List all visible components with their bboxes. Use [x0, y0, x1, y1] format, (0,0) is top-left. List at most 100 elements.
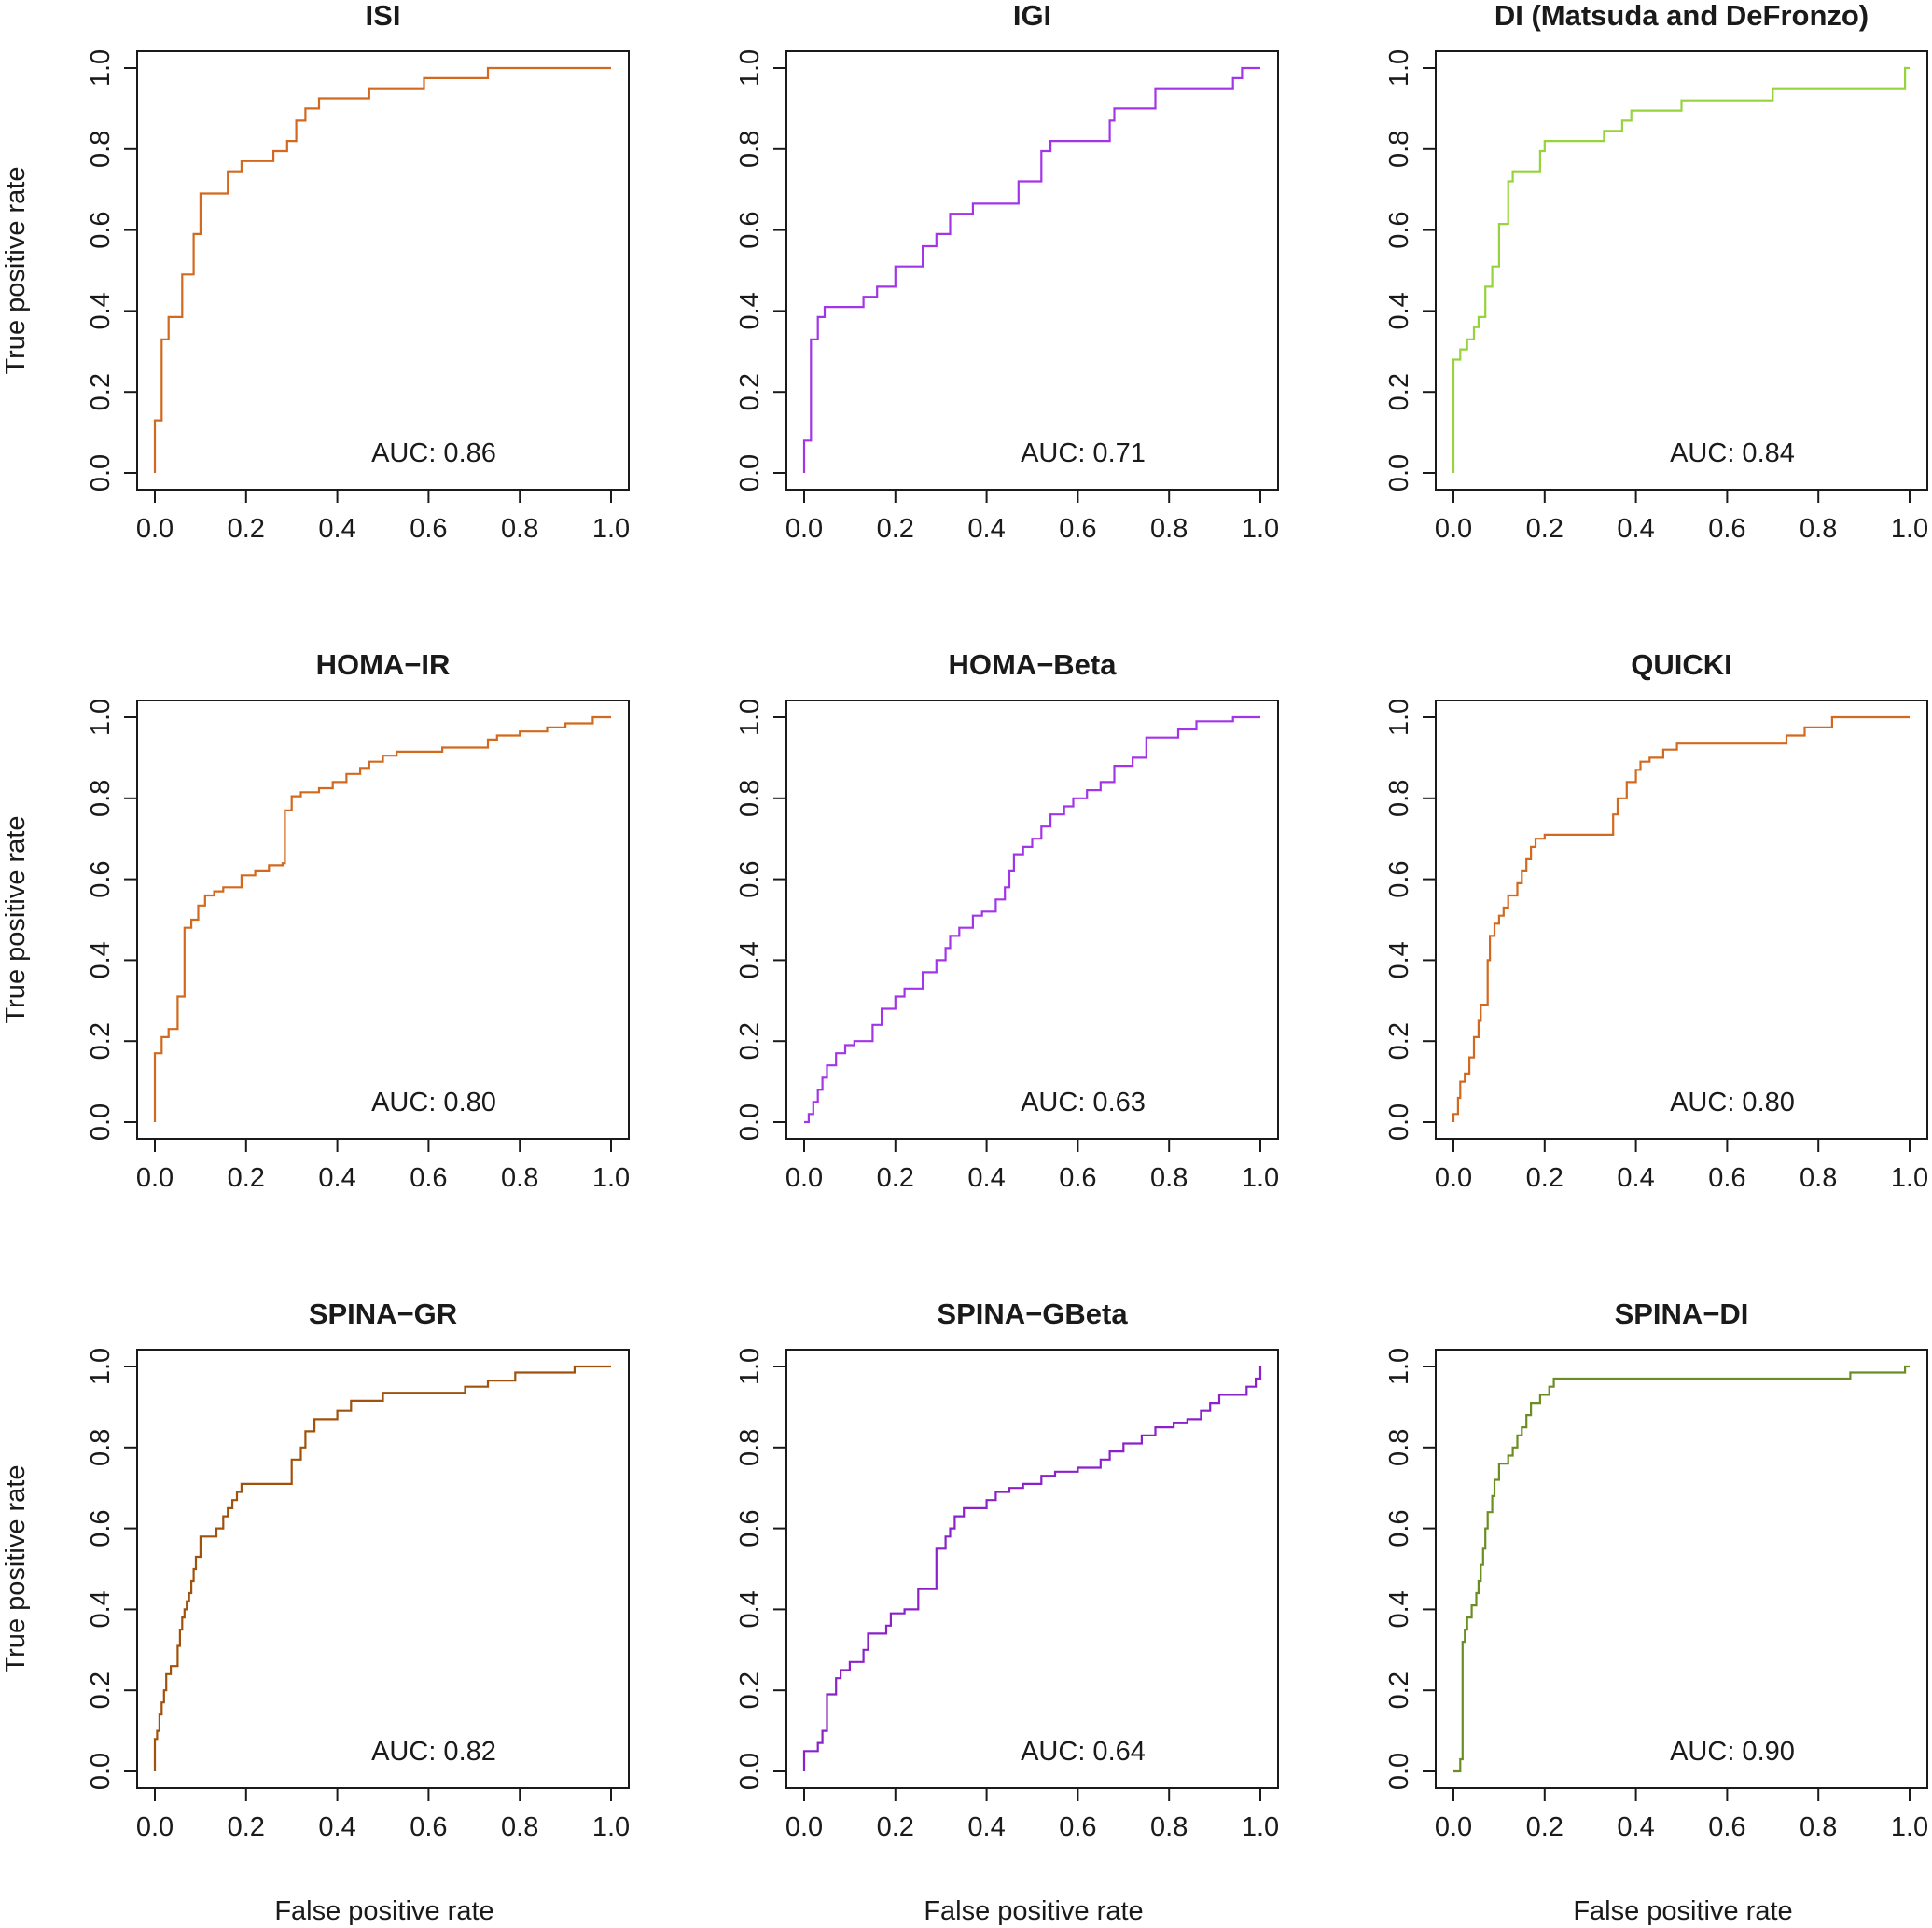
panel-2-y-tick-label: 0.0 — [735, 454, 765, 492]
panel-5-x-tick-label: 0.0 — [785, 1163, 823, 1193]
panel-8-x-tick-label: 0.6 — [1059, 1812, 1096, 1842]
panel-7-y-tick-label: 0.2 — [86, 1671, 116, 1709]
panel-8-y-tick-label: 1.0 — [735, 1348, 765, 1385]
panel-3-x-tick-label: 0.6 — [1708, 514, 1745, 544]
panel-9-x-tick-label: 0.2 — [1526, 1812, 1564, 1842]
panel-1-x-tick-label: 0.4 — [318, 514, 355, 544]
panel-5-x-tick-label: 1.0 — [1242, 1163, 1279, 1193]
panel-7: SPINA−GR 0.0 0.2 0.4 0.6 0.8 1.0 0.0 0.2 0.4 0.6 0.… — [86, 1297, 630, 1842]
panel-2-x-tick-label: 0.6 — [1059, 514, 1096, 544]
panel-5-roc-curve — [804, 715, 1260, 1124]
x-axis-label-col-1: False positive rate — [274, 1896, 493, 1926]
panel-9-x-tick-label: 0.0 — [1435, 1812, 1472, 1842]
panel-5-x-tick-label: 0.2 — [877, 1163, 914, 1193]
panel-7-y-tick-label: 0.0 — [86, 1753, 116, 1790]
panel-1-x-tick-label: 1.0 — [592, 514, 630, 544]
x-axis-label-col-3: False positive rate — [1573, 1896, 1792, 1926]
panel-8-y-tick-label: 0.4 — [735, 1590, 765, 1628]
panel-6-x-tick-label: 0.0 — [1435, 1163, 1472, 1193]
panel-8-x-tick-label: 0.8 — [1150, 1812, 1188, 1842]
panel-5-y-tick-label: 1.0 — [735, 699, 765, 736]
panel-7-y-tick-label: 0.4 — [86, 1590, 116, 1628]
panel-7-x-tick-label: 0.0 — [136, 1812, 174, 1842]
panel-2-y-tick-label: 0.8 — [735, 131, 765, 168]
x-axis-label-col-2: False positive rate — [924, 1896, 1143, 1926]
panel-5-auc-label: AUC: 0.63 — [1021, 1088, 1146, 1117]
panel-9-title: SPINA−DI — [1615, 1297, 1749, 1330]
panel-3-x-tick-label: 0.4 — [1617, 514, 1654, 544]
panel-7-y-tick-label: 0.6 — [86, 1509, 116, 1547]
panel-4-y-tick-label: 0.2 — [86, 1022, 116, 1060]
panel-8-y-tick-label: 0.0 — [735, 1753, 765, 1790]
panel-2-y-tick-label: 1.0 — [735, 49, 765, 87]
panel-2-x-tick-label: 0.2 — [877, 514, 914, 544]
panel-7-x-tick-label: 1.0 — [592, 1812, 630, 1842]
panel-6-y-tick-label: 0.6 — [1384, 860, 1414, 897]
panel-4-y-tick-label: 1.0 — [86, 699, 116, 736]
panel-7-y-tick-label: 0.8 — [86, 1429, 116, 1466]
y-axis-label-row-2: True positive rate — [1, 816, 31, 1024]
panel-9-x-tick-label: 0.8 — [1800, 1812, 1837, 1842]
panel-2-title: IGI — [1013, 0, 1051, 32]
panel-8-y-tick-label: 0.8 — [735, 1429, 765, 1466]
panel-2-auc-label: AUC: 0.71 — [1021, 438, 1146, 468]
panel-1-x-tick-label: 0.6 — [410, 514, 447, 544]
panel-4-x-tick-label: 0.8 — [501, 1163, 538, 1193]
panel-9-x-tick-label: 1.0 — [1891, 1812, 1928, 1842]
panel-8-roc-curve — [802, 1366, 1262, 1771]
panel-7-x-tick-label: 0.8 — [501, 1812, 538, 1842]
panel-2-y-tick-label: 0.4 — [735, 292, 765, 329]
panel-1-y-tick-label: 0.2 — [86, 373, 116, 410]
panel-3-y-tick-label: 0.6 — [1384, 211, 1414, 248]
panel-2-x-tick-label: 1.0 — [1242, 514, 1279, 544]
panel-3-x-tick-label: 0.0 — [1435, 514, 1472, 544]
panel-1-x-tick-label: 0.0 — [136, 514, 174, 544]
panel-7-y-tick-label: 1.0 — [86, 1348, 116, 1385]
panel-9: SPINA−DI 0.0 0.2 0.4 0.6 0.8 1.0 0.0 0.2 0.4 0.6 0.… — [1384, 1297, 1928, 1842]
panel-3-x-tick-label: 1.0 — [1891, 514, 1928, 544]
panel-1-y-tick-label: 1.0 — [86, 49, 116, 87]
panel-8-y-tick-label: 0.2 — [735, 1671, 765, 1709]
panel-7-x-tick-label: 0.6 — [410, 1812, 447, 1842]
panel-1-y-tick-label: 0.6 — [86, 211, 116, 248]
panel-6-y-tick-label: 0.4 — [1384, 941, 1414, 978]
panel-3-title: DI (Matsuda and DeFronzo) — [1494, 0, 1869, 32]
panel-6-y-tick-label: 0.8 — [1384, 780, 1414, 817]
panel-3-auc-label: AUC: 0.84 — [1670, 438, 1795, 468]
panel-6-x-tick-label: 0.8 — [1800, 1163, 1837, 1193]
panel-4-x-tick-label: 0.0 — [136, 1163, 174, 1193]
panel-1-auc-label: AUC: 0.86 — [371, 438, 496, 468]
panel-8-x-tick-label: 0.4 — [967, 1812, 1005, 1842]
panel-3-plot-frame — [1435, 50, 1928, 491]
panel-6-y-tick-label: 0.2 — [1384, 1022, 1414, 1060]
panel-5-plot-frame — [785, 700, 1279, 1140]
panel-4-x-tick-label: 1.0 — [592, 1163, 630, 1193]
panel-8-plot-frame — [785, 1349, 1279, 1789]
panel-6-y-tick-label: 1.0 — [1384, 699, 1414, 736]
panel-2-x-tick-label: 0.8 — [1150, 514, 1188, 544]
panel-5-y-tick-label: 0.4 — [735, 941, 765, 978]
panel-1-title: ISI — [366, 0, 401, 32]
panel-1-y-tick-label: 0.0 — [86, 454, 116, 492]
panel-3-y-tick-label: 0.8 — [1384, 131, 1414, 168]
panel-9-y-tick-label: 0.0 — [1384, 1753, 1414, 1790]
panel-8-x-tick-label: 0.0 — [785, 1812, 823, 1842]
panel-6: QUICKI 0.0 0.2 0.4 0.6 0.8 1.0 0.0 0.2 0.4 0.6 0.8 1… — [1384, 648, 1928, 1193]
panel-7-plot-frame — [136, 1349, 630, 1789]
panel-9-x-tick-label: 0.4 — [1617, 1812, 1654, 1842]
panel-5-y-tick-label: 0.8 — [735, 780, 765, 817]
panel-2-y-tick-label: 0.2 — [735, 373, 765, 410]
panel-6-title: QUICKI — [1631, 648, 1732, 681]
panel-5-x-tick-label: 0.8 — [1150, 1163, 1188, 1193]
panel-2-y-tick-label: 0.6 — [735, 211, 765, 248]
panel-6-x-tick-label: 0.2 — [1526, 1163, 1564, 1193]
panel-9-y-tick-label: 0.4 — [1384, 1590, 1414, 1628]
panel-8: SPINA−GBeta 0.0 0.2 0.4 0.6 0.8 1.0 0.0 0.2 0.4 0.… — [735, 1297, 1279, 1842]
panel-4-y-tick-label: 0.4 — [86, 941, 116, 978]
panel-7-auc-label: AUC: 0.82 — [371, 1737, 496, 1767]
panel-3-y-tick-label: 0.2 — [1384, 373, 1414, 410]
panel-6-x-tick-label: 0.6 — [1708, 1163, 1745, 1193]
panel-4-title: HOMA−IR — [316, 648, 451, 681]
panel-4-x-tick-label: 0.2 — [228, 1163, 265, 1193]
